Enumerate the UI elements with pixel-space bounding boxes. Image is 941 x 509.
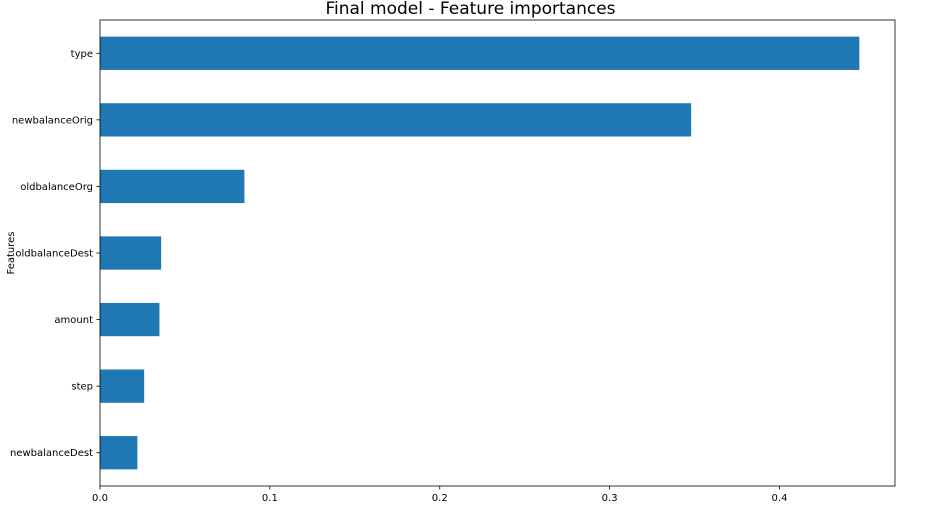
bar-amount [100,302,160,337]
x-tick-label: 0.0 [92,493,108,504]
y-tick-label: newbalanceDest [10,448,93,459]
y-tick-label: type [71,49,93,60]
bars-group [100,36,860,470]
y-tick-label: oldbalanceOrg [20,182,93,193]
bar-oldbalanceOrg [100,169,245,204]
x-tick-label: 0.2 [432,493,448,504]
y-tick-label: oldbalanceDest [15,249,93,260]
bar-type [100,36,860,70]
x-tick-label: 0.4 [772,493,788,504]
y-axis-label: Features [6,232,17,275]
x-tick-label: 0.3 [602,493,618,504]
axes-frame [99,19,896,487]
y-tick-label: newbalanceOrig [12,115,93,126]
bar-newbalanceOrig [100,103,692,137]
bar-step [100,369,145,403]
y-tick-label: amount [54,315,93,326]
y-axis-ticks: type newbalanceOrig oldbalanceOrg oldbalanc… [10,49,100,459]
x-axis-ticks: 0.0 0.1 0.2 0.3 0.4 [92,486,787,504]
chart-title: Final model - Feature importances [325,0,616,19]
y-tick-label: step [71,382,93,393]
bar-oldbalanceDest [100,236,162,270]
x-tick-label: 0.1 [262,493,278,504]
bar-newbalanceDest [100,436,138,470]
